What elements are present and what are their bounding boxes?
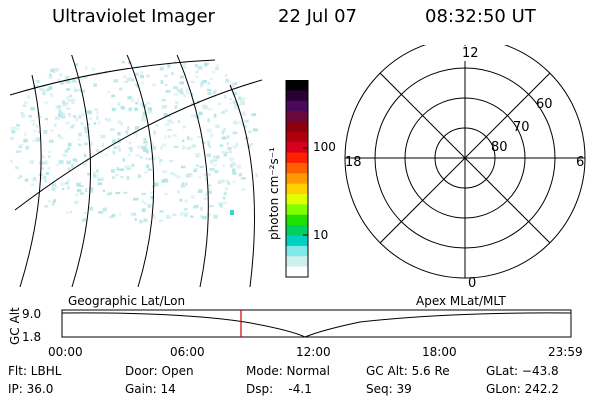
colorbar-stripe	[286, 266, 308, 278]
colorbar-stripe	[286, 194, 308, 206]
mlat-label-70: 70	[513, 120, 530, 135]
colorbar-stripe	[286, 204, 308, 216]
ip-value: IP: 36.0	[8, 382, 54, 396]
colorbar-stripe	[286, 131, 308, 143]
mlat-label-80: 80	[491, 140, 508, 155]
geographic-grid-title: Geographic Lat/Lon	[68, 294, 186, 308]
gain-value: Gain: 14	[125, 382, 176, 396]
mlt-label-0: 0	[468, 276, 477, 291]
colorbar-stripe	[286, 121, 308, 133]
time-tick-1200: 12:00	[296, 345, 331, 359]
alt-tick-high: 9.0	[22, 307, 42, 321]
aurora-speckles	[10, 60, 258, 224]
glon-value: GLon: 242.2	[486, 382, 559, 396]
colorbar-stripe	[286, 245, 308, 257]
colorbar-stripe	[286, 214, 308, 226]
colorbar-stripe	[286, 100, 308, 112]
colorbar-tick-10: 10	[313, 228, 329, 242]
colorbar-tick-100: 100	[313, 140, 336, 154]
colorbar-stripe	[286, 142, 308, 154]
colorbar-stripe	[286, 173, 308, 185]
altitude-axis-label: GC Alt	[8, 307, 22, 345]
colorbar-stripe	[286, 183, 308, 195]
glat-value: GLat: −43.8	[486, 364, 559, 378]
altitude-timeline	[61, 309, 572, 338]
gc-alt-value: GC Alt: 5.6 Re	[366, 364, 450, 378]
colorbar-stripe	[286, 256, 308, 268]
apex-grid-title: Apex MLat/MLT	[416, 294, 506, 308]
mode-value: Mode: Normal	[246, 364, 330, 378]
colorbar	[285, 80, 309, 278]
colorbar-unit-label: photon cm⁻²s⁻¹	[267, 147, 281, 240]
colorbar-stripe	[286, 80, 308, 91]
date-label: 22 Jul 07	[278, 6, 357, 27]
mlt-label-18: 18	[345, 155, 362, 170]
time-tick-0600: 06:00	[170, 345, 205, 359]
instrument-title: Ultraviolet Imager	[52, 6, 215, 27]
colorbar-stripe	[286, 111, 308, 123]
door-status: Door: Open	[125, 364, 194, 378]
polar-mlt-plot	[344, 45, 586, 279]
alt-tick-low: 1.8	[22, 330, 42, 344]
lat-lon-grid	[10, 55, 262, 287]
mlt-label-6: 6	[576, 155, 585, 170]
uv-image-panel	[10, 55, 262, 287]
dsp-value: Dsp: -4.1	[246, 382, 312, 396]
time-label: 08:32:50 UT	[425, 6, 536, 27]
colorbar-stripe	[286, 162, 308, 174]
sequence-value: Seq: 39	[366, 382, 412, 396]
colorbar-stripe	[286, 152, 308, 164]
time-tick-0000: 00:00	[48, 345, 83, 359]
time-tick-1800: 18:00	[422, 345, 457, 359]
filter-value: Flt: LBHL	[8, 364, 62, 378]
colorbar-stripe	[286, 90, 308, 102]
colorbar-stripe	[286, 225, 308, 237]
colorbar-stripe	[286, 235, 308, 247]
mlat-label-60: 60	[536, 97, 553, 112]
mlt-label-12: 12	[462, 46, 479, 61]
time-tick-2359: 23:59	[548, 345, 583, 359]
